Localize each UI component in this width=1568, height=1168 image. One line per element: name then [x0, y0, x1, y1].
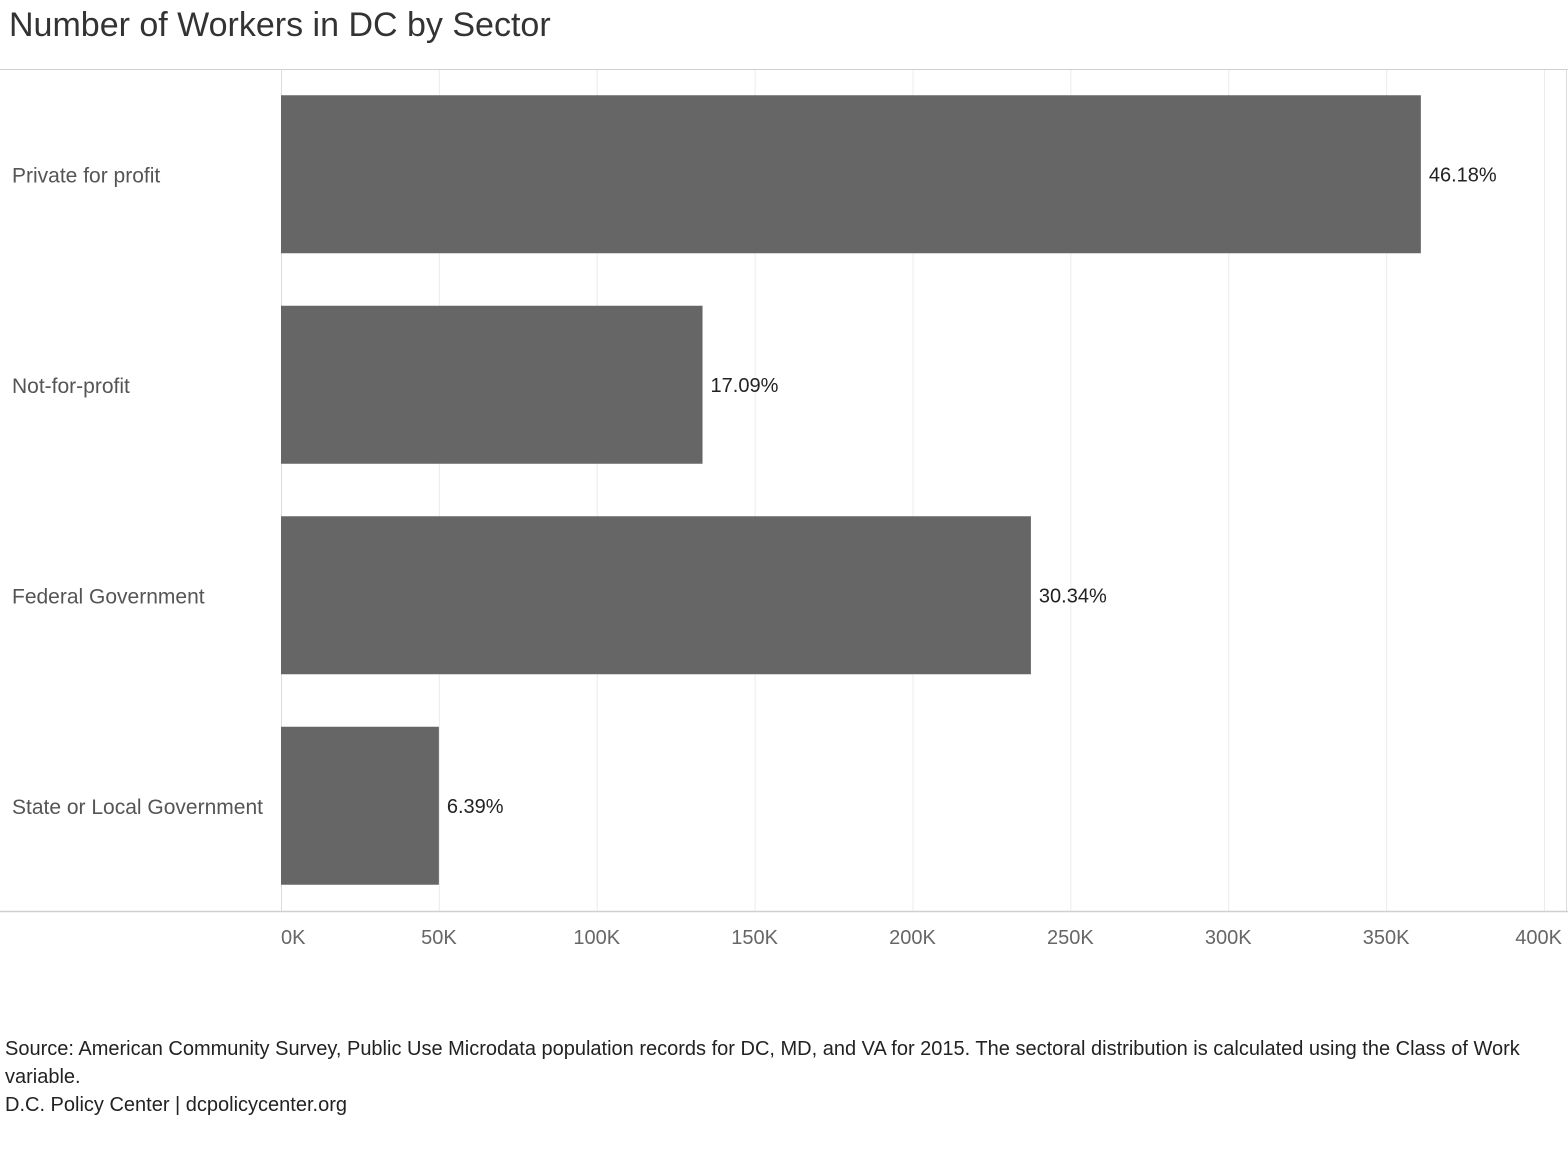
x-tick-label-7: 350K [1363, 927, 1410, 949]
bar-1 [281, 305, 703, 464]
x-tick-label-6: 300K [1205, 927, 1252, 949]
x-tick-label-4: 200K [889, 927, 936, 949]
category-label-0: Private for profit [12, 164, 160, 187]
bar-0 [281, 95, 1421, 254]
data-label-0: 46.18% [1429, 164, 1497, 186]
category-label-3: State or Local Government [12, 796, 263, 819]
x-tick-label-8: 400K [1515, 927, 1562, 949]
bars: 46.18% 17.09% 30.34% 6.39% [281, 95, 1497, 885]
data-label-3: 6.39% [447, 796, 504, 818]
category-labels: Private for profit Not-for-profit Federal … [12, 164, 263, 819]
category-label-1: Not-for-profit [12, 375, 130, 398]
credit-line: D.C. Policy Center | dcpolicycenter.org [5, 1094, 348, 1116]
data-label-2: 30.34% [1039, 585, 1107, 607]
bar-2 [281, 516, 1031, 675]
data-label-1: 17.09% [711, 375, 779, 397]
category-label-2: Federal Government [12, 585, 205, 608]
x-tick-label-0: 0K [281, 927, 306, 949]
bar-3 [281, 726, 439, 885]
chart-title: Number of Workers in DC by Sector [9, 6, 551, 44]
footer: Source: American Community Survey, Publi… [5, 1035, 1561, 1119]
x-tick-label-2: 100K [573, 927, 620, 949]
bar-chart: 46.18% 17.09% 30.34% 6.39% Private for prof… [0, 69, 1568, 949]
x-tick-label-3: 150K [731, 927, 778, 949]
x-axis-ticks: 0K 50K 100K 150K 200K 250K 300K 350K 400K [281, 927, 1563, 949]
x-tick-label-1: 50K [421, 927, 457, 949]
x-tick-label-5: 250K [1047, 927, 1094, 949]
source-note: Source: American Community Survey, Publi… [5, 1038, 1520, 1088]
